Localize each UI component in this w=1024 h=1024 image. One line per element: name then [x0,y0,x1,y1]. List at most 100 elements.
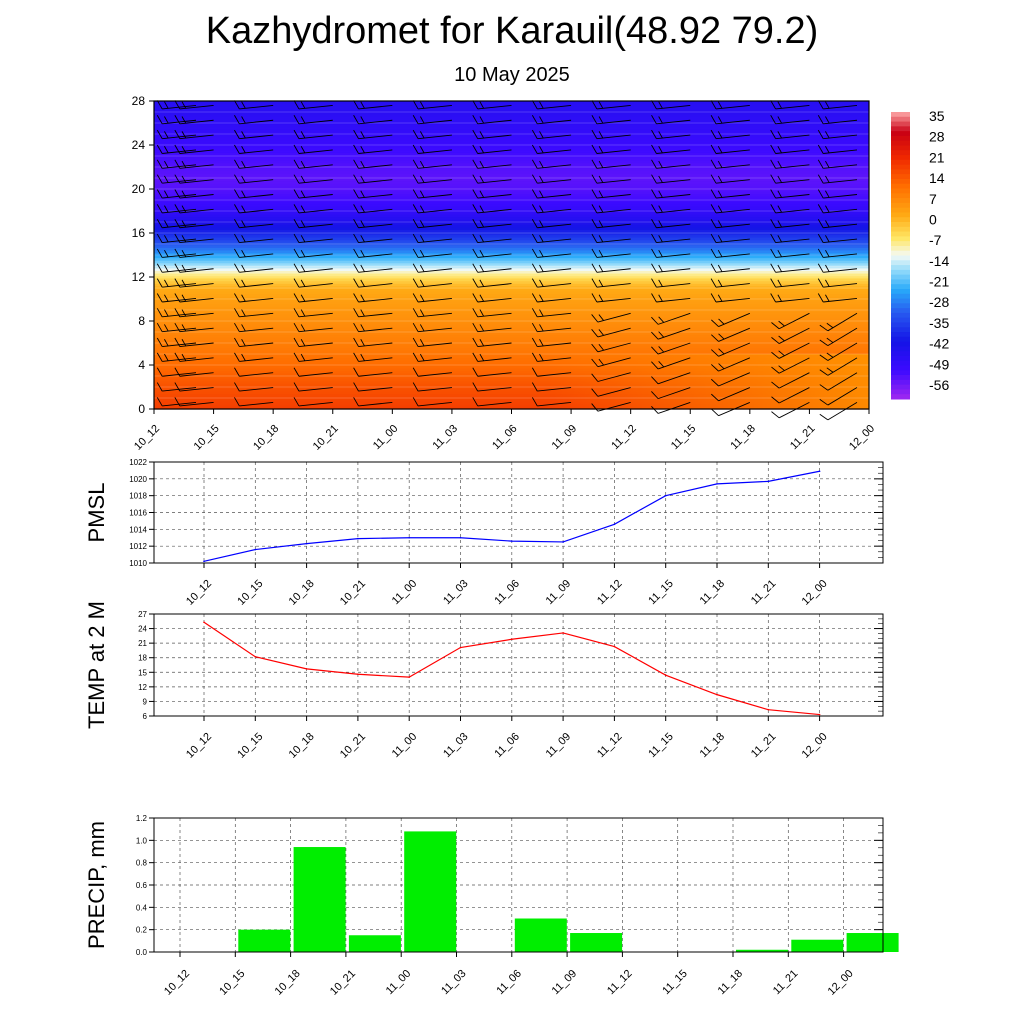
wind-barb-feather [710,278,717,288]
heatmap-band [154,165,869,169]
colorbar-segment [891,298,910,304]
wind-barb-feather [778,350,785,357]
series-point [511,638,513,641]
heatmap-band [154,316,869,320]
xtick-label-group: 11_18 [698,578,728,608]
xtick-label: 11_03 [441,731,471,761]
heatmap-band [154,129,869,133]
colorbar-segment [891,207,910,213]
wind-barb-feather [539,235,544,243]
wind-barb-feather [472,337,479,347]
heatmap-band [154,249,869,254]
wind-barb-feather [234,293,240,303]
wind-barb-feather [658,146,663,154]
heatmap-band [154,147,869,151]
wind-barb-feather [360,339,365,347]
wind-barb-feather [472,293,479,303]
wind-barb-feather [531,204,538,214]
wind-barb-feather [777,249,782,258]
wind-barb-feather [531,144,538,154]
wind-barb-feather [598,235,604,243]
wind-barb-shaft [358,387,393,392]
heatmap-band [154,195,869,200]
wind-barb-feather [164,160,169,168]
wind-barb [770,263,810,273]
wind-barb-feather [658,331,665,338]
wind-barb-feather [419,264,425,272]
heatmap-band [154,290,869,295]
wind-barb [591,293,631,303]
wind-barb-feather [777,279,782,287]
wind-barb-feather [658,175,663,183]
wind-barb [591,144,631,154]
heatmap-band [154,262,869,266]
wind-barb-feather [825,190,830,198]
wind-barb-feather [817,248,824,258]
wind-barb-feather [412,382,419,392]
precip-bar [570,933,623,952]
wind-barb-feather [591,388,599,397]
wind-barb [711,357,751,372]
heatmap-band [154,347,869,351]
wind-barb [472,352,512,362]
wind-barb-shaft [418,401,452,407]
series-point [716,693,718,696]
wind-barb [174,293,214,303]
wind-barb-feather [825,160,830,168]
colorbar-label: 21 [929,149,945,165]
xtick-label-group: 10_18 [287,578,317,608]
heatmap-band [154,126,869,130]
wind-barb [591,218,631,229]
wind-barb-feather [174,159,181,169]
colorbar-segment [891,226,910,233]
wind-barb [234,233,274,244]
heatmap-band [154,339,869,343]
wind-barb-feather [419,324,425,332]
wind-barb-feather [710,159,717,169]
heatmap-band [154,167,869,171]
wind-barb [591,263,631,273]
wind-barb [591,312,631,323]
wind-barb-feather [717,101,723,109]
ytick-label: 24 [138,625,147,634]
wind-barb [353,337,393,348]
wind-barb [710,278,750,288]
wind-barb-feather [770,263,776,273]
heatmap-band [154,206,869,210]
heatmap-band [154,111,869,115]
wind-barb [819,372,858,391]
wind-barb-feather [234,322,240,332]
colorbar-label: -7 [929,232,942,248]
wind-barb-feather [479,249,485,258]
wind-barb-feather [479,146,485,154]
heatmap-xtick-label: 11_21 [788,423,818,453]
wind-barb-feather [174,129,181,139]
ylabel-group: PRECIP, mm [84,821,109,949]
colorbar-segment [891,183,910,190]
plot-frame [153,613,884,717]
colorbar-segment [891,274,910,280]
wind-barb [771,327,810,344]
wind-barb-feather [825,146,830,154]
wind-barb-feather [479,339,485,347]
xtick-label: 11_00 [390,731,420,761]
wind-barb [293,367,333,377]
wind-barb [353,204,393,214]
wind-barb [174,115,214,125]
wind-barb [472,204,512,214]
wind-barb-feather [711,319,719,327]
wind-barb-feather [531,293,538,303]
xtick-label-group: 11_21 [749,731,779,761]
wind-barb-feather [156,248,163,258]
wind-barb-feather [300,324,306,332]
wind-barb-feather [472,263,479,273]
wind-barb-feather [174,263,181,273]
heatmap-band [154,113,869,117]
wind-barb-feather [651,248,657,258]
wind-barb-feather [591,373,599,382]
wind-barb [591,100,631,110]
heatmap-band [154,149,869,153]
wind-barb [472,367,512,377]
wind-barb [531,352,572,362]
wind-barb-feather [156,174,163,184]
